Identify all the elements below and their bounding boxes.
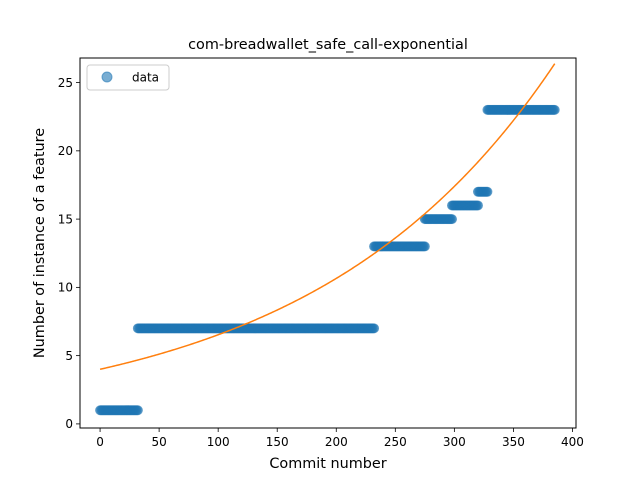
- data-point: [472, 200, 483, 211]
- x-tick-label: 100: [207, 435, 230, 449]
- data-point: [419, 241, 430, 252]
- x-axis-ticks: 0 50 100 150 200 250 300 350 400: [96, 428, 584, 449]
- y-tick-label: 5: [65, 349, 73, 363]
- chart-title: com-breadwallet_safe_call-exponential: [188, 37, 468, 53]
- legend-box: [86, 64, 170, 91]
- x-tick-label: 350: [502, 435, 525, 449]
- fit-line: [99, 63, 556, 371]
- x-tick-label: 150: [266, 435, 289, 449]
- x-tick-label: 250: [384, 435, 407, 449]
- y-tick-label: 15: [58, 212, 73, 226]
- x-tick-label: 400: [561, 435, 584, 449]
- x-tick-label: 50: [151, 435, 166, 449]
- y-tick-label: 10: [58, 281, 73, 295]
- data-point: [132, 405, 143, 416]
- data-point: [369, 323, 380, 334]
- x-axis-label: Commit number: [269, 456, 386, 472]
- plot-layer: [95, 104, 560, 416]
- y-tick-label: 25: [58, 76, 73, 90]
- legend: data: [86, 64, 170, 91]
- y-tick-label: 20: [58, 144, 73, 158]
- x-tick-label: 200: [325, 435, 348, 449]
- x-tick-label: 300: [443, 435, 466, 449]
- data-point: [447, 214, 457, 225]
- y-axis-label: Number of instance of a feature: [32, 128, 48, 358]
- data-point: [549, 104, 560, 115]
- x-tick-label: 0: [96, 435, 104, 449]
- data-point: [482, 186, 493, 197]
- y-axis-ticks: 0 5 10 15 20 25: [58, 76, 80, 431]
- axes-frame: [79, 57, 577, 429]
- fit-line-layer: [99, 63, 556, 371]
- legend-label-data: data: [132, 71, 159, 85]
- legend-marker-data: [101, 71, 113, 83]
- y-tick-label: 0: [65, 417, 73, 431]
